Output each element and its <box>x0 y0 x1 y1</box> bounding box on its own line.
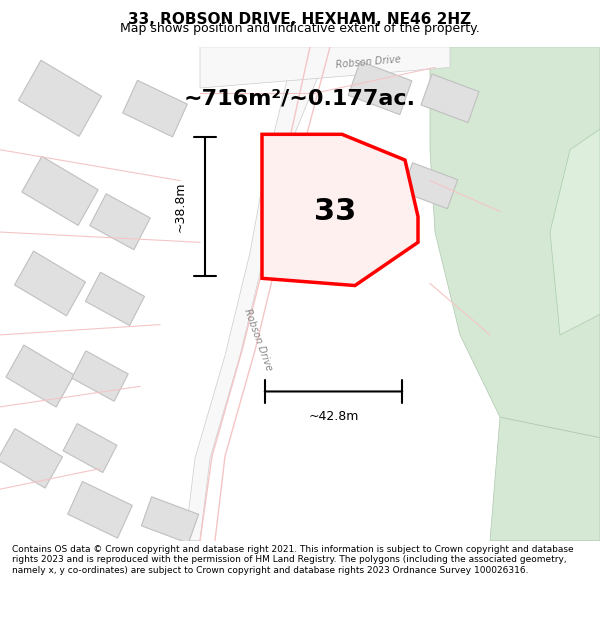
Text: ~38.8m: ~38.8m <box>174 181 187 232</box>
Polygon shape <box>6 345 74 407</box>
Text: ~42.8m: ~42.8m <box>308 410 359 423</box>
Text: Robson Drive: Robson Drive <box>335 54 401 70</box>
Polygon shape <box>85 272 145 326</box>
Text: Map shows position and indicative extent of the property.: Map shows position and indicative extent… <box>120 22 480 35</box>
Text: 33, ROBSON DRIVE, HEXHAM, NE46 2HZ: 33, ROBSON DRIVE, HEXHAM, NE46 2HZ <box>128 12 472 27</box>
Polygon shape <box>550 129 600 335</box>
Polygon shape <box>19 60 101 136</box>
Text: ~716m²/~0.177ac.: ~716m²/~0.177ac. <box>184 88 416 108</box>
Polygon shape <box>14 251 85 316</box>
Polygon shape <box>490 418 600 541</box>
Polygon shape <box>200 47 450 88</box>
Polygon shape <box>403 162 458 209</box>
Polygon shape <box>68 481 133 538</box>
Polygon shape <box>348 61 412 114</box>
Polygon shape <box>421 74 479 122</box>
Polygon shape <box>90 194 150 250</box>
Polygon shape <box>142 497 199 543</box>
Polygon shape <box>430 47 600 438</box>
Polygon shape <box>72 351 128 401</box>
Polygon shape <box>122 81 187 137</box>
Text: Contains OS data © Crown copyright and database right 2021. This information is : Contains OS data © Crown copyright and d… <box>12 545 574 574</box>
Polygon shape <box>63 424 117 472</box>
Polygon shape <box>22 156 98 226</box>
Polygon shape <box>262 134 418 286</box>
Text: Robson Drive: Robson Drive <box>242 308 274 372</box>
Polygon shape <box>185 47 330 541</box>
Polygon shape <box>0 429 62 488</box>
Polygon shape <box>330 145 390 196</box>
Text: 33: 33 <box>314 197 356 226</box>
